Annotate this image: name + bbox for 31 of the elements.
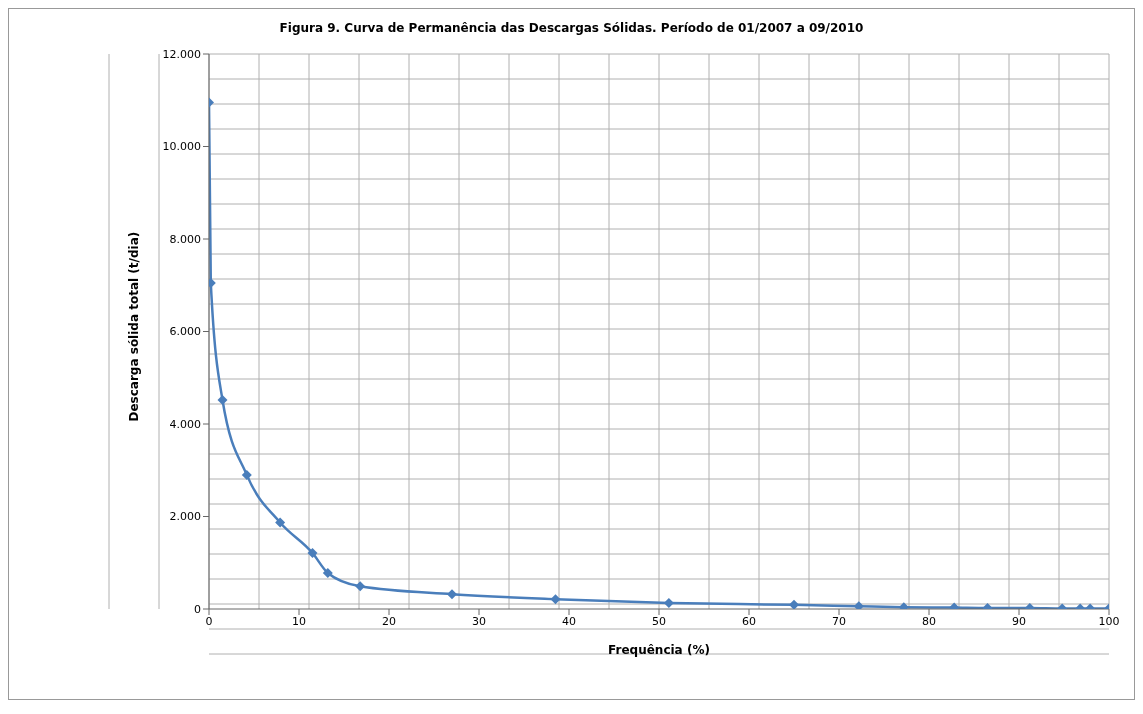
y-tick-label: 2.000 (169, 510, 201, 524)
point (789, 599, 799, 609)
point (550, 594, 561, 605)
x-tick-label: 90 (1012, 614, 1026, 628)
x-tick-label: 20 (382, 614, 396, 628)
x-tick-label: 100 (1098, 614, 1120, 628)
point (307, 548, 318, 559)
x-tick-label: 60 (742, 614, 756, 628)
y-tick-label: 6.000 (169, 325, 201, 339)
point (275, 517, 286, 528)
point (241, 469, 252, 480)
x-tick-label: 50 (652, 614, 666, 628)
point (853, 601, 864, 609)
x-tick-label: 70 (832, 614, 846, 628)
x-tick-label: 30 (472, 614, 486, 628)
point (447, 589, 457, 600)
x-tick-label: 0 (205, 614, 213, 628)
y-tick-label: 0 (194, 602, 201, 616)
x-tick-label: 10 (292, 614, 306, 628)
point (322, 567, 333, 578)
x-axis-title: Frequência (%) (608, 643, 710, 657)
y-tick-label: 10.000 (162, 140, 201, 154)
y-tick-label: 4.000 (169, 417, 201, 431)
y-axis-title: Descarga sólida total (t/dia) (127, 231, 142, 422)
chart-title: Figura 9. Curva de Permanência das Descargas Sólidas. Período de 01/2007 a 09/2010 (278, 21, 865, 35)
x-tick-label: 40 (562, 614, 576, 628)
point (217, 394, 228, 405)
x-tick-label: 80 (922, 614, 936, 628)
y-tick-label: 12.000 (162, 47, 201, 61)
y-tick-label: 8.000 (169, 232, 201, 246)
point (355, 581, 366, 592)
